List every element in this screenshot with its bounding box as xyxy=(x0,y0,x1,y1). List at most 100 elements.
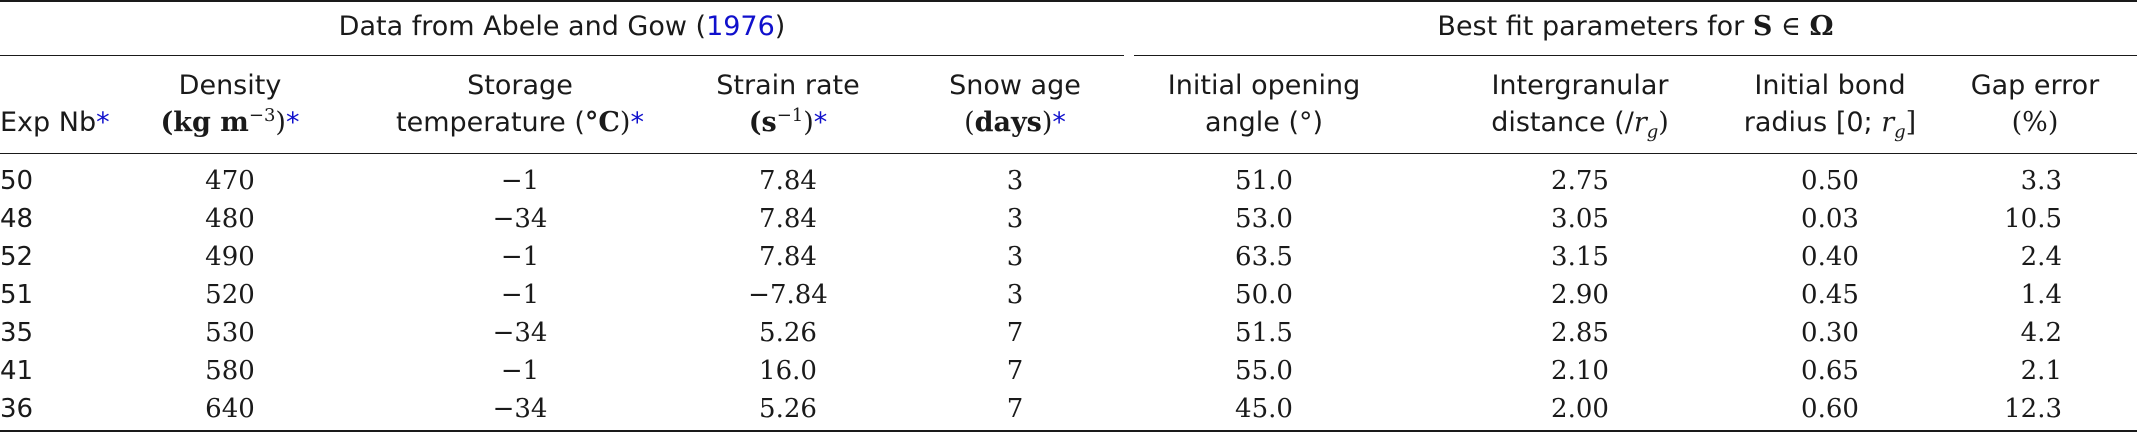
cell-gap: 4.2 xyxy=(2020,318,2062,348)
cell-angle: 45.0 xyxy=(1235,394,1293,424)
cell-angle: 63.5 xyxy=(1235,242,1293,272)
cell-strain: 16.0 xyxy=(759,356,817,386)
group-title-data: Data from Abele and Gow (1976) xyxy=(0,8,1124,46)
group-title-fit-text: Best fit parameters for xyxy=(1437,11,1753,42)
cell-bond: 0.65 xyxy=(1801,356,1859,386)
symbol-s: S xyxy=(1752,11,1773,42)
cell-exp: 35 xyxy=(0,318,34,348)
density-unit-text: (kg m xyxy=(160,107,249,138)
cell-angle: 51.5 xyxy=(1235,318,1293,348)
cell-angle: 50.0 xyxy=(1235,280,1293,310)
cell-gap: 3.3 xyxy=(2020,166,2062,196)
strain-unit-close: ) xyxy=(803,107,814,138)
cell-bond: 0.60 xyxy=(1801,394,1859,424)
density-unit-exponent: −3 xyxy=(248,105,276,126)
bottom-rule xyxy=(0,430,2137,432)
header-opening: Initial opening xyxy=(1167,70,1361,101)
cell-density: 640 xyxy=(205,394,255,424)
intergranular-label: distance (/ xyxy=(1491,107,1634,138)
cell-age: 7 xyxy=(1006,318,1024,348)
cell-age: 7 xyxy=(1006,394,1024,424)
cell-age: 3 xyxy=(1006,280,1024,310)
header-opening-unit: angle (°) xyxy=(1204,107,1324,138)
cell-exp: 52 xyxy=(0,242,34,272)
cell-temp: −1 xyxy=(500,280,540,310)
intergranular-close: ) xyxy=(1658,107,1669,138)
header-gap: Gap error xyxy=(1970,70,2100,101)
age-unit-open: ( xyxy=(964,107,975,138)
cell-gap: 2.4 xyxy=(2020,242,2062,272)
header-gap-unit: (%) xyxy=(2011,107,2059,138)
cell-density: 520 xyxy=(205,280,255,310)
intergranular-r: r xyxy=(1633,107,1647,138)
cell-temp: −34 xyxy=(492,318,548,348)
cell-age: 3 xyxy=(1006,204,1024,234)
header-strain: Strain rate xyxy=(716,70,860,101)
header-age-star: * xyxy=(1052,107,1066,138)
bond-label: radius [0; xyxy=(1743,107,1882,138)
cell-bond: 0.03 xyxy=(1801,204,1859,234)
header-exp-nb: Exp Nb* xyxy=(0,104,140,142)
cell-strain: 5.26 xyxy=(759,394,817,424)
header-exp-nb-star: * xyxy=(96,107,110,138)
storage-label: temperature ( xyxy=(396,107,585,138)
header-storage-star: * xyxy=(630,107,644,138)
cell-density: 530 xyxy=(205,318,255,348)
cell-temp: −1 xyxy=(500,356,540,386)
header-intergranular: Intergranular xyxy=(1491,70,1669,101)
header-strain-star: * xyxy=(813,107,828,138)
header-density-star: * xyxy=(285,107,300,138)
cell-exp: 36 xyxy=(0,394,34,424)
cell-density: 580 xyxy=(205,356,255,386)
symbol-omega: Ω xyxy=(1809,11,1834,42)
cell-distance: 2.10 xyxy=(1551,356,1609,386)
cell-distance: 3.15 xyxy=(1551,242,1609,272)
header-storage: Storage xyxy=(467,70,573,101)
bond-r: r xyxy=(1881,107,1895,138)
cell-exp: 48 xyxy=(0,204,34,234)
cell-bond: 0.40 xyxy=(1801,242,1859,272)
header-density: Density xyxy=(178,70,282,101)
density-unit-close: ) xyxy=(275,107,286,138)
header-bond: Initial bond xyxy=(1754,70,1906,101)
cell-distance: 2.75 xyxy=(1551,166,1609,196)
cell-exp: 41 xyxy=(0,356,34,386)
top-rule xyxy=(0,0,2137,2)
cell-strain: 5.26 xyxy=(759,318,817,348)
cell-angle: 55.0 xyxy=(1235,356,1293,386)
cell-gap: 1.4 xyxy=(2020,280,2062,310)
strain-unit-exponent: −1 xyxy=(776,105,804,126)
cell-age: 7 xyxy=(1006,356,1024,386)
cell-distance: 2.90 xyxy=(1551,280,1609,310)
citation-link[interactable]: 1976 xyxy=(706,11,775,42)
cell-temp: −34 xyxy=(492,394,548,424)
header-age-unit: (days)* xyxy=(915,104,1115,142)
cell-bond: 0.50 xyxy=(1801,166,1859,196)
header-storage-unit: temperature (°C)* xyxy=(370,104,670,142)
group-title-fit: Best fit parameters for S ∈ Ω xyxy=(1134,8,2137,46)
header-density-unit: (kg m−3)* xyxy=(130,104,330,142)
storage-close: ) xyxy=(619,107,631,138)
bond-g: g xyxy=(1894,121,1906,143)
cell-density: 490 xyxy=(205,242,255,272)
cell-gap: 2.1 xyxy=(2020,356,2062,386)
cell-age: 3 xyxy=(1006,242,1024,272)
cell-bond: 0.30 xyxy=(1801,318,1859,348)
symbol-in: ∈ xyxy=(1772,11,1810,42)
group-title-data-text: Data from Abele and Gow ( xyxy=(338,11,707,42)
cell-bond: 0.45 xyxy=(1801,280,1859,310)
cell-strain: −7.84 xyxy=(748,280,828,310)
age-unit: days xyxy=(974,107,1042,138)
cell-density: 480 xyxy=(205,204,255,234)
header-rule xyxy=(0,153,2137,154)
cell-strain: 7.84 xyxy=(759,204,817,234)
cell-distance: 2.00 xyxy=(1551,394,1609,424)
cell-gap: 12.3 xyxy=(2004,394,2062,424)
cell-temp: −34 xyxy=(492,204,548,234)
cell-angle: 51.0 xyxy=(1235,166,1293,196)
header-exp-nb-label: Exp Nb xyxy=(0,107,97,138)
storage-unit: °C xyxy=(584,107,620,138)
strain-unit-text: (s xyxy=(748,107,777,138)
header-age: Snow age xyxy=(949,70,1081,101)
header-intergranular-unit: distance (/rg) xyxy=(1450,104,1710,142)
